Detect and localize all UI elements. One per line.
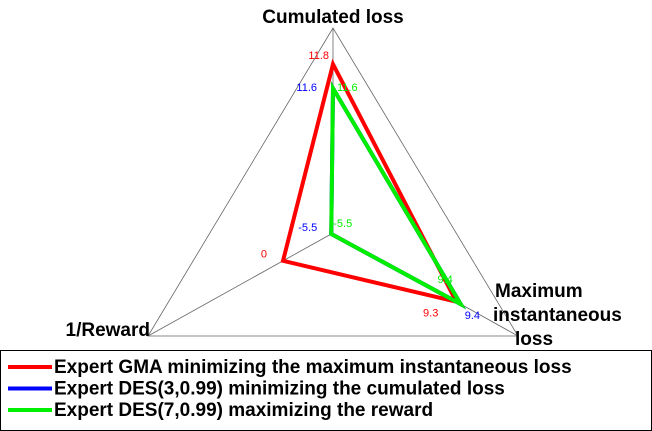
axis-label: Maximum: [495, 281, 583, 302]
axis-label: loss: [515, 329, 553, 350]
value-label: -5.5: [298, 222, 317, 234]
legend-text: Expert DES(7,0.99) maximizing the reward: [54, 400, 433, 421]
axis-label: Cumulated loss: [262, 7, 403, 28]
radar-frame: [147, 27, 519, 337]
radar-spoke: [147, 232, 334, 337]
axis-label: instantaneous: [493, 305, 622, 326]
series-polygon: [280, 58, 461, 305]
value-label: 11.6: [337, 82, 358, 94]
value-label: 11.6: [296, 82, 317, 94]
value-label: 9.4: [465, 310, 480, 322]
value-label: 9.4: [437, 274, 452, 286]
value-label: 9.3: [423, 308, 438, 320]
series-polygon: [329, 81, 467, 310]
axis-label: 1/Reward: [66, 320, 150, 341]
value-label: 11.8: [308, 50, 329, 62]
value-label: -5.5: [333, 218, 352, 230]
legend-box: [0, 350, 652, 431]
legend-text: Expert GMA minimizing the maximum instan…: [54, 357, 572, 378]
legend-text: Expert DES(3,0.99) minimizing the cumula…: [54, 379, 505, 400]
value-label: 0: [261, 249, 267, 261]
